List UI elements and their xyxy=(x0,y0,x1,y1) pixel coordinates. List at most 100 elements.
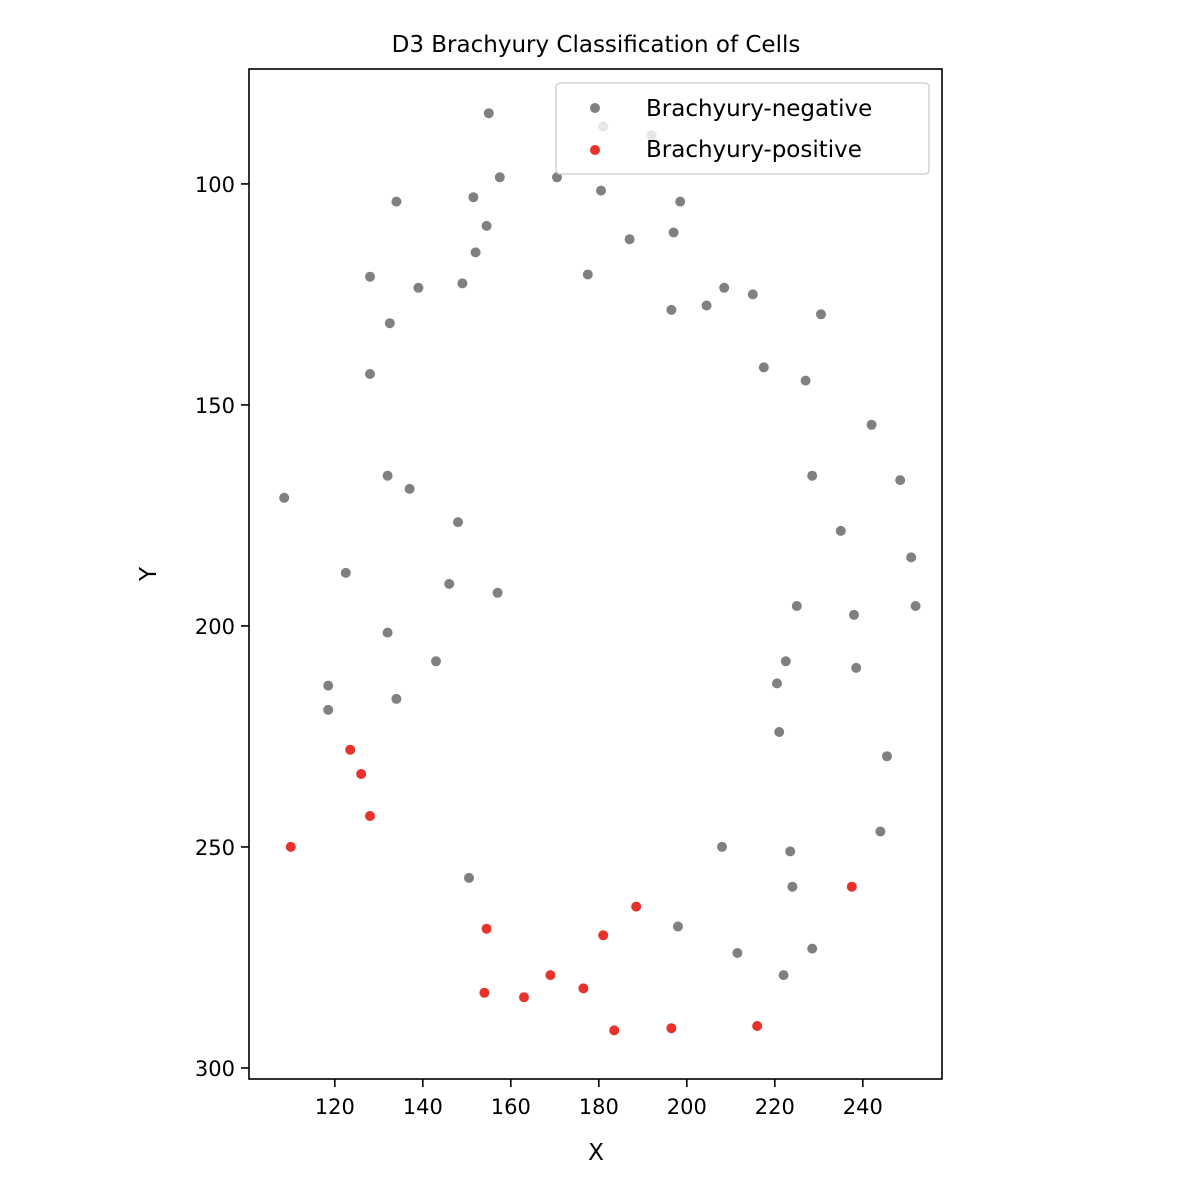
point-brachyury-negative xyxy=(365,369,375,379)
point-brachyury-positive xyxy=(666,1023,677,1034)
y-tick-label: 100 xyxy=(195,173,235,197)
point-brachyury-negative xyxy=(668,227,679,238)
point-brachyury-negative xyxy=(382,627,393,638)
point-brachyury-negative xyxy=(552,172,562,183)
point-brachyury-positive xyxy=(365,811,375,821)
legend-box xyxy=(555,82,930,175)
point-brachyury-negative xyxy=(866,419,877,430)
point-brachyury-negative xyxy=(457,278,468,289)
point-brachyury-positive xyxy=(545,970,556,981)
x-tick-label: 120 xyxy=(315,1095,355,1119)
point-brachyury-positive xyxy=(598,930,609,941)
point-brachyury-negative xyxy=(596,185,606,196)
x-tick-label: 160 xyxy=(491,1095,531,1119)
x-tick-label: 220 xyxy=(755,1095,795,1119)
point-brachyury-negative xyxy=(895,475,906,486)
point-brachyury-negative xyxy=(717,841,727,852)
point-brachyury-negative xyxy=(780,656,791,667)
point-brachyury-negative xyxy=(849,609,859,620)
point-brachyury-positive xyxy=(578,983,589,994)
point-brachyury-positive xyxy=(609,1025,620,1036)
point-brachyury-negative xyxy=(404,483,415,494)
point-brachyury-negative xyxy=(778,970,789,981)
x-tick-label: 240 xyxy=(843,1095,883,1119)
point-brachyury-negative xyxy=(875,826,886,837)
point-brachyury-positive xyxy=(519,992,529,1003)
point-brachyury-positive xyxy=(356,769,367,779)
point-brachyury-negative xyxy=(807,470,818,481)
point-brachyury-negative xyxy=(807,943,818,954)
plot-frame xyxy=(248,68,943,1080)
point-brachyury-negative xyxy=(323,680,334,691)
y-axis-ticks: 100 150 200 250 300 xyxy=(195,173,249,1081)
point-brachyury-negative xyxy=(910,601,921,611)
point-brachyury-negative xyxy=(444,578,455,589)
point-brachyury-negative xyxy=(494,172,505,183)
point-brachyury-negative xyxy=(279,492,290,503)
point-brachyury-positive xyxy=(631,901,642,912)
y-tick-label: 300 xyxy=(195,1057,235,1081)
point-brachyury-positive xyxy=(285,841,296,852)
point-brachyury-negative xyxy=(675,196,686,207)
point-brachyury-negative xyxy=(582,269,593,280)
legend: Brachyury-negative Brachyury-positive xyxy=(555,82,930,175)
point-brachyury-positive xyxy=(479,987,490,998)
y-tick-label: 200 xyxy=(195,615,235,639)
point-brachyury-negative xyxy=(882,751,892,762)
x-axis-label: X xyxy=(588,1140,604,1166)
point-brachyury-negative xyxy=(719,282,730,293)
point-brachyury-negative xyxy=(470,247,481,258)
legend-marker-negative xyxy=(590,103,600,113)
point-brachyury-negative xyxy=(906,552,917,563)
point-brachyury-negative xyxy=(492,587,503,598)
point-brachyury-positive xyxy=(345,744,356,755)
y-axis-label: Y xyxy=(136,566,162,582)
x-tick-label: 180 xyxy=(579,1095,619,1119)
point-brachyury-negative xyxy=(382,470,393,481)
x-tick-label: 200 xyxy=(667,1095,707,1119)
point-brachyury-negative xyxy=(732,948,743,958)
x-tick-label: 140 xyxy=(403,1095,443,1119)
point-brachyury-negative xyxy=(624,234,635,245)
point-brachyury-negative xyxy=(816,309,826,320)
point-brachyury-negative xyxy=(774,727,785,737)
point-brachyury-negative xyxy=(365,271,375,282)
point-brachyury-positive xyxy=(481,923,492,934)
legend-label-negative: Brachyury-negative xyxy=(646,96,872,122)
legend-label-positive: Brachyury-positive xyxy=(646,137,862,163)
points-layer xyxy=(279,108,921,1036)
point-brachyury-negative xyxy=(323,704,334,715)
y-tick-label: 150 xyxy=(195,394,235,418)
point-brachyury-negative xyxy=(468,192,479,203)
point-brachyury-negative xyxy=(673,921,683,932)
point-brachyury-negative xyxy=(453,517,463,528)
point-brachyury-negative xyxy=(787,881,798,892)
point-brachyury-negative xyxy=(391,196,402,207)
point-brachyury-negative xyxy=(431,656,441,667)
point-brachyury-negative xyxy=(384,318,395,329)
point-brachyury-negative xyxy=(772,678,782,689)
point-brachyury-negative xyxy=(791,601,802,611)
point-brachyury-negative xyxy=(413,282,424,293)
point-brachyury-positive xyxy=(752,1021,763,1031)
point-brachyury-negative xyxy=(483,108,494,119)
point-brachyury-negative xyxy=(835,525,846,536)
y-tick-label: 250 xyxy=(195,836,235,860)
point-brachyury-positive xyxy=(846,881,857,892)
point-brachyury-negative xyxy=(464,872,474,883)
point-brachyury-negative xyxy=(340,567,351,578)
point-brachyury-negative xyxy=(800,375,811,386)
point-brachyury-negative xyxy=(666,304,677,315)
point-brachyury-negative xyxy=(701,300,712,311)
point-brachyury-negative xyxy=(747,289,758,300)
point-brachyury-negative xyxy=(481,220,492,231)
legend-marker-positive xyxy=(590,145,600,155)
x-axis-ticks: 120 140 160 180 200 220 240 xyxy=(315,1079,883,1119)
point-brachyury-negative xyxy=(785,846,796,857)
point-brachyury-negative xyxy=(758,362,769,373)
point-brachyury-negative xyxy=(391,693,402,704)
chart-title: D3 Brachyury Classification of Cells xyxy=(392,32,801,58)
